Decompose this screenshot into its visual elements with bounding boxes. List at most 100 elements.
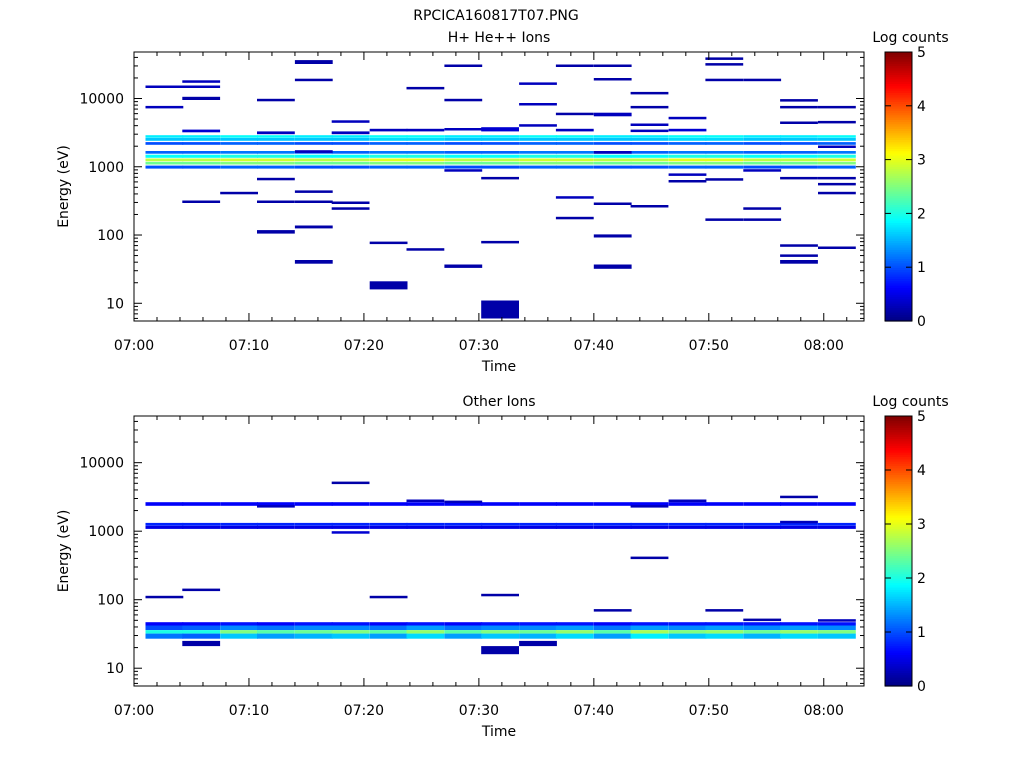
heatmap-cell: [481, 525, 519, 529]
colorbar-segment: [885, 74, 912, 78]
heatmap-cell: [481, 135, 519, 138]
heatmap-cell: [593, 633, 632, 639]
heatmap-cell: [780, 495, 818, 499]
colorbar-segment: [885, 159, 912, 163]
colorbar-segment: [885, 190, 912, 194]
heatmap-cell: [481, 633, 519, 639]
heatmap-cell: [593, 78, 632, 81]
heatmap-cell: [444, 135, 483, 138]
heatmap-cell: [668, 625, 707, 631]
colorbar-segment: [885, 251, 912, 255]
heatmap-cell: [668, 154, 707, 158]
heatmap-cell: [668, 137, 707, 141]
heatmap-cell: [145, 633, 184, 639]
colorbar-segment: [885, 517, 912, 521]
heatmap-cell: [406, 630, 445, 634]
heatmap-cell: [593, 161, 632, 165]
colorbar-segment: [885, 546, 912, 550]
colorbar-tick-label: 2: [917, 571, 926, 587]
colorbar-segment: [885, 472, 912, 476]
plot-frame: [133, 415, 865, 687]
heatmap-cell: [780, 137, 818, 141]
heatmap-cell: [555, 151, 594, 154]
colorbar-segment: [885, 307, 912, 311]
heatmap-cell: [257, 633, 295, 639]
colorbar-segment: [885, 440, 912, 444]
heatmap-cell: [743, 622, 782, 626]
colorbar-segment: [885, 492, 912, 496]
colorbar-segment: [885, 508, 912, 512]
heatmap-cell: [294, 630, 333, 634]
heatmap-cell: [182, 154, 221, 158]
colorbar-segment: [885, 152, 912, 156]
heatmap-cell: [555, 158, 594, 162]
colorbar-segment: [885, 85, 912, 89]
heatmap-cell: [818, 145, 856, 148]
colorbar-segment: [885, 148, 912, 152]
heatmap-cell: [481, 593, 519, 597]
heatmap-cell: [406, 158, 445, 162]
heatmap-cell: [331, 165, 370, 169]
heatmap-cell: [331, 154, 370, 158]
heatmap-cell: [780, 165, 818, 169]
heatmap-cell: [555, 165, 594, 169]
colorbar-segment: [885, 83, 912, 87]
colorbar-segment: [885, 312, 912, 315]
colorbar-segment: [885, 305, 912, 309]
heatmap-cell: [519, 522, 557, 526]
heatmap-cell: [743, 154, 782, 158]
colorbar-segment: [885, 170, 912, 174]
heatmap-cell: [593, 112, 632, 117]
heatmap-cell: [780, 244, 818, 247]
colorbar-segment: [885, 479, 912, 482]
heatmap-cell: [743, 142, 782, 145]
heatmap-cell: [705, 137, 744, 141]
colorbar-segment: [885, 656, 912, 660]
heatmap-cell: [406, 135, 445, 138]
colorbar-segment: [885, 582, 912, 586]
heatmap-cell: [369, 595, 408, 599]
heatmap-cell: [182, 165, 221, 169]
heatmap-cell: [182, 588, 221, 592]
colorbar-segment: [885, 226, 912, 230]
heatmap-cell: [444, 137, 483, 141]
colorbar-segment: [885, 58, 912, 62]
colorbar-segment: [885, 69, 912, 73]
heatmap-cell: [406, 522, 445, 526]
heatmap-cell: [145, 85, 184, 88]
colorbar-segment: [885, 681, 912, 685]
colorbar-segment: [885, 60, 912, 64]
heatmap-cell: [369, 633, 408, 639]
heatmap-cell: [818, 165, 856, 169]
heatmap-cell: [331, 502, 370, 506]
colorbar-segment: [885, 114, 912, 118]
heatmap-cell: [705, 625, 744, 631]
heatmap-cell: [519, 158, 557, 162]
heatmap-cell: [818, 142, 856, 145]
heatmap-cell: [406, 633, 445, 639]
heatmap-cell: [481, 176, 519, 180]
colorbar-segment: [885, 117, 912, 120]
colorbar-segment: [885, 108, 912, 111]
colorbar-segment: [885, 677, 912, 680]
heatmap-cell: [331, 120, 370, 123]
heatmap-cell: [406, 137, 445, 141]
heatmap-cell: [555, 502, 594, 506]
heatmap-cell: [145, 158, 184, 162]
heatmap-cell: [705, 218, 744, 221]
colorbar-segment: [885, 318, 912, 322]
heatmap-cell: [220, 525, 258, 529]
heatmap-cell: [220, 633, 258, 639]
heatmap-cell: [630, 205, 669, 208]
heatmap-cell: [593, 64, 632, 67]
colorbar-segment: [885, 641, 912, 644]
heatmap-cell: [145, 502, 184, 506]
colorbar-segment: [885, 445, 912, 449]
heatmap-cell: [294, 142, 333, 145]
heatmap-cell: [331, 625, 370, 631]
heatmap-cell: [369, 525, 408, 529]
colorbar-segment: [885, 580, 912, 584]
colorbar-segment: [885, 537, 912, 541]
x-tick-label: 07:10: [229, 338, 269, 354]
heatmap-cell: [630, 91, 669, 95]
